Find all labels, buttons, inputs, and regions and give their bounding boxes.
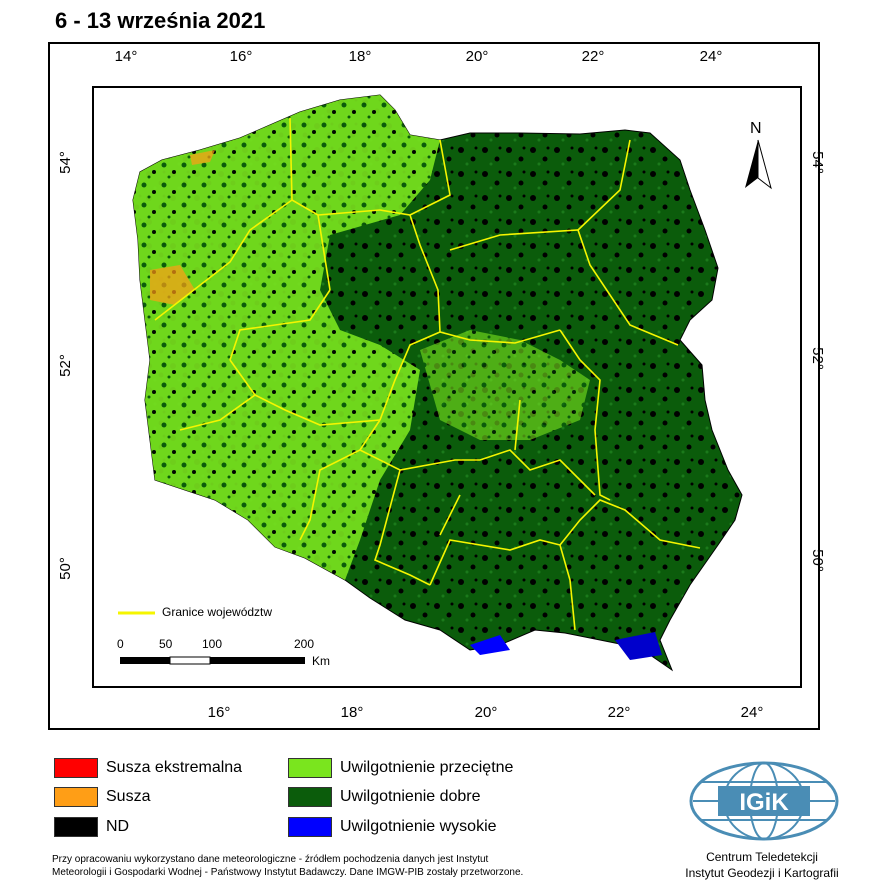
top-tick-24: 24° — [699, 48, 723, 65]
north-arrow-icon — [745, 139, 772, 190]
north-label: N — [750, 120, 762, 137]
top-tick-14: 14° — [114, 48, 138, 65]
top-tick-16: 16° — [229, 48, 253, 65]
scale-bar — [120, 656, 305, 665]
legend-label: Susza — [106, 788, 151, 805]
map-title: 6 - 13 września 2021 — [55, 8, 266, 33]
legend-swatch — [54, 817, 98, 837]
central-light-zone — [420, 330, 590, 440]
footnote-line-2: Meteorologii i Gospodarki Wodnej - Państ… — [52, 867, 524, 878]
legend-label: ND — [106, 818, 130, 835]
map-inner-frame — [92, 86, 802, 688]
legend-swatch — [54, 758, 98, 778]
drought-patch-1 — [150, 265, 195, 305]
bottom-tick-16: 16° — [207, 704, 231, 721]
drought-patch-2 — [190, 150, 215, 165]
voivodeship-borders — [154, 117, 701, 631]
igik-caption-line-2: Instytut Geodezji i Kartografii — [685, 866, 839, 880]
legend-swatch — [288, 787, 332, 807]
data-source-footnote: Przy opracowaniu wykorzystano dane meteo… — [52, 853, 652, 879]
legend-label: Susza ekstremalna — [106, 759, 243, 776]
legend-item-extreme-drought: Susza ekstremalna — [54, 758, 242, 778]
bottom-tick-24: 24° — [740, 704, 764, 721]
legend-swatch — [288, 817, 332, 837]
boundary-legend-label: Granice województw — [162, 605, 273, 619]
footnote-line-1: Przy opracowaniu wykorzystano dane meteo… — [52, 854, 489, 865]
top-tick-20: 20° — [465, 48, 489, 65]
legend-swatch — [288, 758, 332, 778]
igik-logo-text: IGiK — [739, 789, 789, 816]
top-tick-22: 22° — [581, 48, 605, 65]
scale-label-200: 200 — [294, 637, 315, 651]
high-moisture-patch-1 — [470, 635, 510, 655]
legend-label: Uwilgotnienie przeciętne — [340, 759, 514, 776]
igik-caption-line-1: Centrum Teledetekcji — [706, 850, 818, 864]
scale-label-100: 100 — [202, 637, 223, 651]
legend-item-moisture-high: Uwilgotnienie wysokie — [288, 817, 497, 837]
map-outer-frame — [48, 42, 820, 730]
igik-logo: IGiK — [689, 761, 839, 841]
top-tick-18: 18° — [348, 48, 372, 65]
legend-item-nd: ND — [54, 817, 129, 837]
legend-item-drought: Susza — [54, 787, 150, 807]
scale-unit: Km — [312, 654, 330, 668]
scale-label-0: 0 — [117, 637, 124, 651]
bottom-tick-22: 22° — [607, 704, 631, 721]
legend-label: Uwilgotnienie wysokie — [340, 818, 497, 835]
legend-label: Uwilgotnienie dobre — [340, 788, 481, 805]
bottom-tick-20: 20° — [474, 704, 498, 721]
high-moisture-patch-2 — [615, 632, 662, 660]
bottom-tick-18: 18° — [340, 704, 364, 721]
west-light-zone — [133, 95, 440, 580]
legend-swatch — [54, 787, 98, 807]
legend-item-moisture-good: Uwilgotnienie dobre — [288, 787, 481, 807]
scale-label-50: 50 — [159, 637, 173, 651]
legend-item-moisture-average: Uwilgotnienie przeciętne — [288, 758, 513, 778]
igik-caption: Centrum Teledetekcji Instytut Geodezji i… — [664, 849, 860, 881]
